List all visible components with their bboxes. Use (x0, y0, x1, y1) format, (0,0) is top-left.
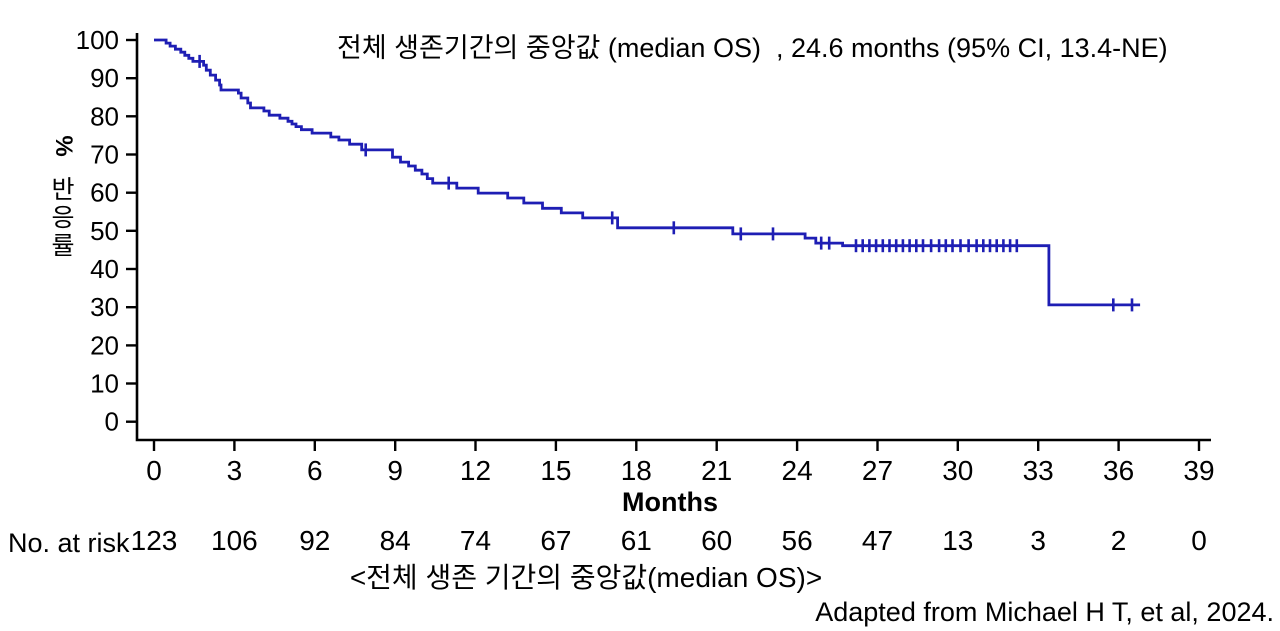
at-risk-value: 92 (299, 525, 330, 556)
y-axis-label-char: 응 (51, 204, 75, 232)
x-tick-label: 12 (460, 455, 491, 486)
y-tick-label: 0 (105, 407, 119, 437)
chart-caption: <전체 생존 기간의 중앙값(median OS)> (349, 562, 823, 593)
x-tick-label: 3 (227, 455, 243, 486)
y-tick-label: 40 (90, 254, 119, 284)
survival-curve (154, 38, 1141, 307)
x-axis-title: Months (622, 487, 718, 517)
at-risk-value: 0 (1191, 525, 1207, 556)
attribution-text: Adapted from Michael H T, et al, 2024. (815, 597, 1274, 627)
x-tick-label: 21 (701, 455, 732, 486)
y-tick-label: 20 (90, 330, 119, 360)
y-tick-label: 70 (90, 140, 119, 170)
at-risk-value: 56 (782, 525, 813, 556)
axis-frame (135, 33, 1211, 442)
y-tick-label: 80 (90, 101, 119, 131)
x-tick-label: 30 (942, 455, 973, 486)
at-risk-value: 74 (460, 525, 491, 556)
chart-title: 전체 생존기간의 중앙값 (median OS) , 24.6 months (… (337, 33, 1168, 63)
at-risk-value: 2 (1111, 525, 1127, 556)
x-tick-label: 27 (862, 455, 893, 486)
y-tick-label: 10 (90, 369, 119, 399)
at-risk-value: 84 (380, 525, 411, 556)
at-risk-value: 60 (701, 525, 732, 556)
x-tick-label: 9 (387, 455, 403, 486)
at-risk-value: 123 (131, 525, 178, 556)
x-tick-label: 36 (1103, 455, 1134, 486)
at-risk-value: 67 (540, 525, 571, 556)
x-tick-label: 33 (1023, 455, 1054, 486)
at-risk-value: 47 (862, 525, 893, 556)
x-tick-label: 18 (621, 455, 652, 486)
x-tick-label: 39 (1183, 455, 1214, 486)
number-at-risk-label: No. at risk (8, 528, 130, 558)
x-tick-label: 6 (307, 455, 323, 486)
at-risk-value: 13 (942, 525, 973, 556)
y-tick-label: 100 (76, 25, 119, 55)
y-axis-label-char: 률 (51, 232, 75, 260)
at-risk-value: 61 (621, 525, 652, 556)
y-tick-label: 50 (90, 216, 119, 246)
at-risk-value: 106 (211, 525, 258, 556)
y-tick-label: 60 (90, 178, 119, 208)
y-tick-label: 30 (90, 292, 119, 322)
y-axis-label-char: 반 (51, 176, 75, 204)
x-tick-label: 24 (782, 455, 813, 486)
x-tick-label: 15 (540, 455, 571, 486)
at-risk-value: 3 (1030, 525, 1046, 556)
y-tick-label: 90 (90, 63, 119, 93)
x-tick-label: 0 (146, 455, 162, 486)
y-axis-label: % 반 응 률 (44, 132, 82, 260)
